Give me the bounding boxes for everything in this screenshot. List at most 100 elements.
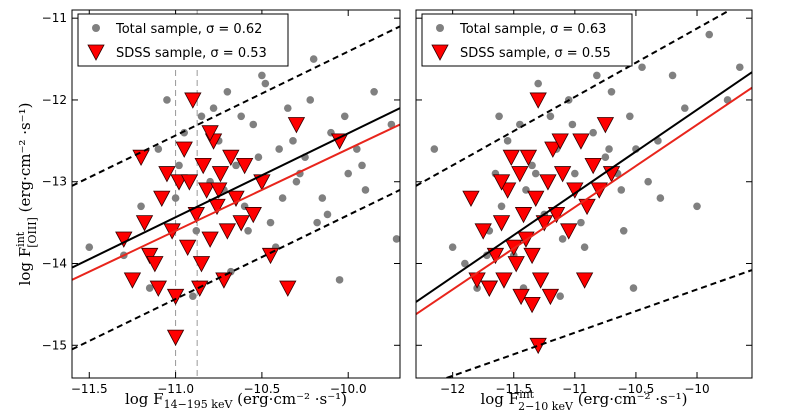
legend-label: SDSS sample, σ = 0.55 xyxy=(460,46,611,61)
fit-line xyxy=(446,269,752,378)
point xyxy=(141,247,159,265)
legend-box xyxy=(77,13,289,67)
point xyxy=(279,280,297,297)
point xyxy=(208,198,226,216)
point xyxy=(218,223,237,240)
point xyxy=(539,174,557,191)
point xyxy=(531,169,540,178)
point xyxy=(309,55,318,63)
point xyxy=(330,133,349,150)
point xyxy=(668,71,677,80)
point xyxy=(266,218,275,227)
legend-marker xyxy=(431,44,449,61)
point xyxy=(323,210,332,219)
point xyxy=(283,104,292,112)
plot-area xyxy=(416,10,752,378)
point xyxy=(681,104,689,112)
label-sub: [OIII] xyxy=(26,217,39,248)
point xyxy=(535,215,553,232)
point xyxy=(531,272,550,289)
point xyxy=(180,174,199,191)
point xyxy=(644,177,652,186)
point xyxy=(495,112,503,121)
fit-line xyxy=(72,25,400,187)
point xyxy=(589,128,597,137)
x-tick-label: −11.5 xyxy=(495,382,532,396)
point xyxy=(318,194,327,202)
point xyxy=(387,120,396,129)
point xyxy=(568,120,577,129)
point xyxy=(474,223,492,240)
point xyxy=(244,207,262,224)
point xyxy=(480,280,498,297)
point xyxy=(335,276,344,284)
axes-frame xyxy=(415,9,753,379)
point xyxy=(123,272,142,289)
y-tick-label: −11 xyxy=(42,11,67,25)
plot-area xyxy=(72,10,400,378)
point xyxy=(132,149,150,167)
point xyxy=(249,120,258,129)
point xyxy=(495,272,513,289)
point xyxy=(571,169,579,178)
label-sub: 2−10 keV xyxy=(518,400,574,412)
point xyxy=(258,71,266,80)
legend-label: Total sample, σ = 0.62 xyxy=(115,22,262,37)
point xyxy=(492,215,511,232)
point xyxy=(223,87,232,96)
point xyxy=(512,288,530,306)
point xyxy=(483,251,491,260)
point xyxy=(289,137,297,145)
point xyxy=(605,145,613,153)
point xyxy=(528,161,536,170)
point xyxy=(617,186,626,194)
point xyxy=(529,92,547,109)
point xyxy=(254,153,263,161)
label-unit: (erg·cm⁻² ·s⁻¹) xyxy=(232,390,347,408)
axis-label: log F14−195 keV (erg·cm⁻² ·s⁻¹) xyxy=(125,390,347,411)
point xyxy=(135,215,154,232)
legend-marker xyxy=(87,44,105,61)
point xyxy=(361,186,370,194)
point xyxy=(237,112,245,121)
point xyxy=(461,259,469,268)
point xyxy=(462,190,480,207)
point xyxy=(232,161,240,170)
point xyxy=(175,141,193,158)
point xyxy=(626,112,634,121)
point xyxy=(541,288,560,306)
point xyxy=(189,292,197,301)
point xyxy=(158,166,176,183)
x-tick-label: −10.5 xyxy=(244,382,281,396)
point xyxy=(392,235,400,243)
point xyxy=(560,223,578,240)
legend-marker xyxy=(436,24,444,32)
point xyxy=(306,96,315,104)
point xyxy=(593,71,601,80)
legend-box xyxy=(421,13,633,67)
x-tick-label: −11.5 xyxy=(71,382,108,396)
point xyxy=(278,194,287,202)
point xyxy=(523,247,541,265)
point xyxy=(575,272,594,289)
fit-line xyxy=(72,189,400,351)
point xyxy=(497,202,506,211)
point xyxy=(178,239,197,257)
point xyxy=(358,161,366,170)
point xyxy=(584,157,602,175)
point xyxy=(544,141,562,158)
y-tick-label: −14 xyxy=(42,257,67,271)
axes-frame xyxy=(71,9,401,379)
point xyxy=(145,284,154,292)
point xyxy=(215,272,233,289)
label-text: log F xyxy=(125,390,164,408)
axis-label: log Fint 2−10 keV (erg·cm⁻² ·s⁻¹) xyxy=(480,388,687,412)
fit-line xyxy=(416,71,752,303)
point xyxy=(166,288,185,306)
point xyxy=(551,133,569,150)
point xyxy=(192,227,201,235)
point xyxy=(607,87,616,96)
point xyxy=(244,227,252,235)
fit-line xyxy=(72,123,400,281)
